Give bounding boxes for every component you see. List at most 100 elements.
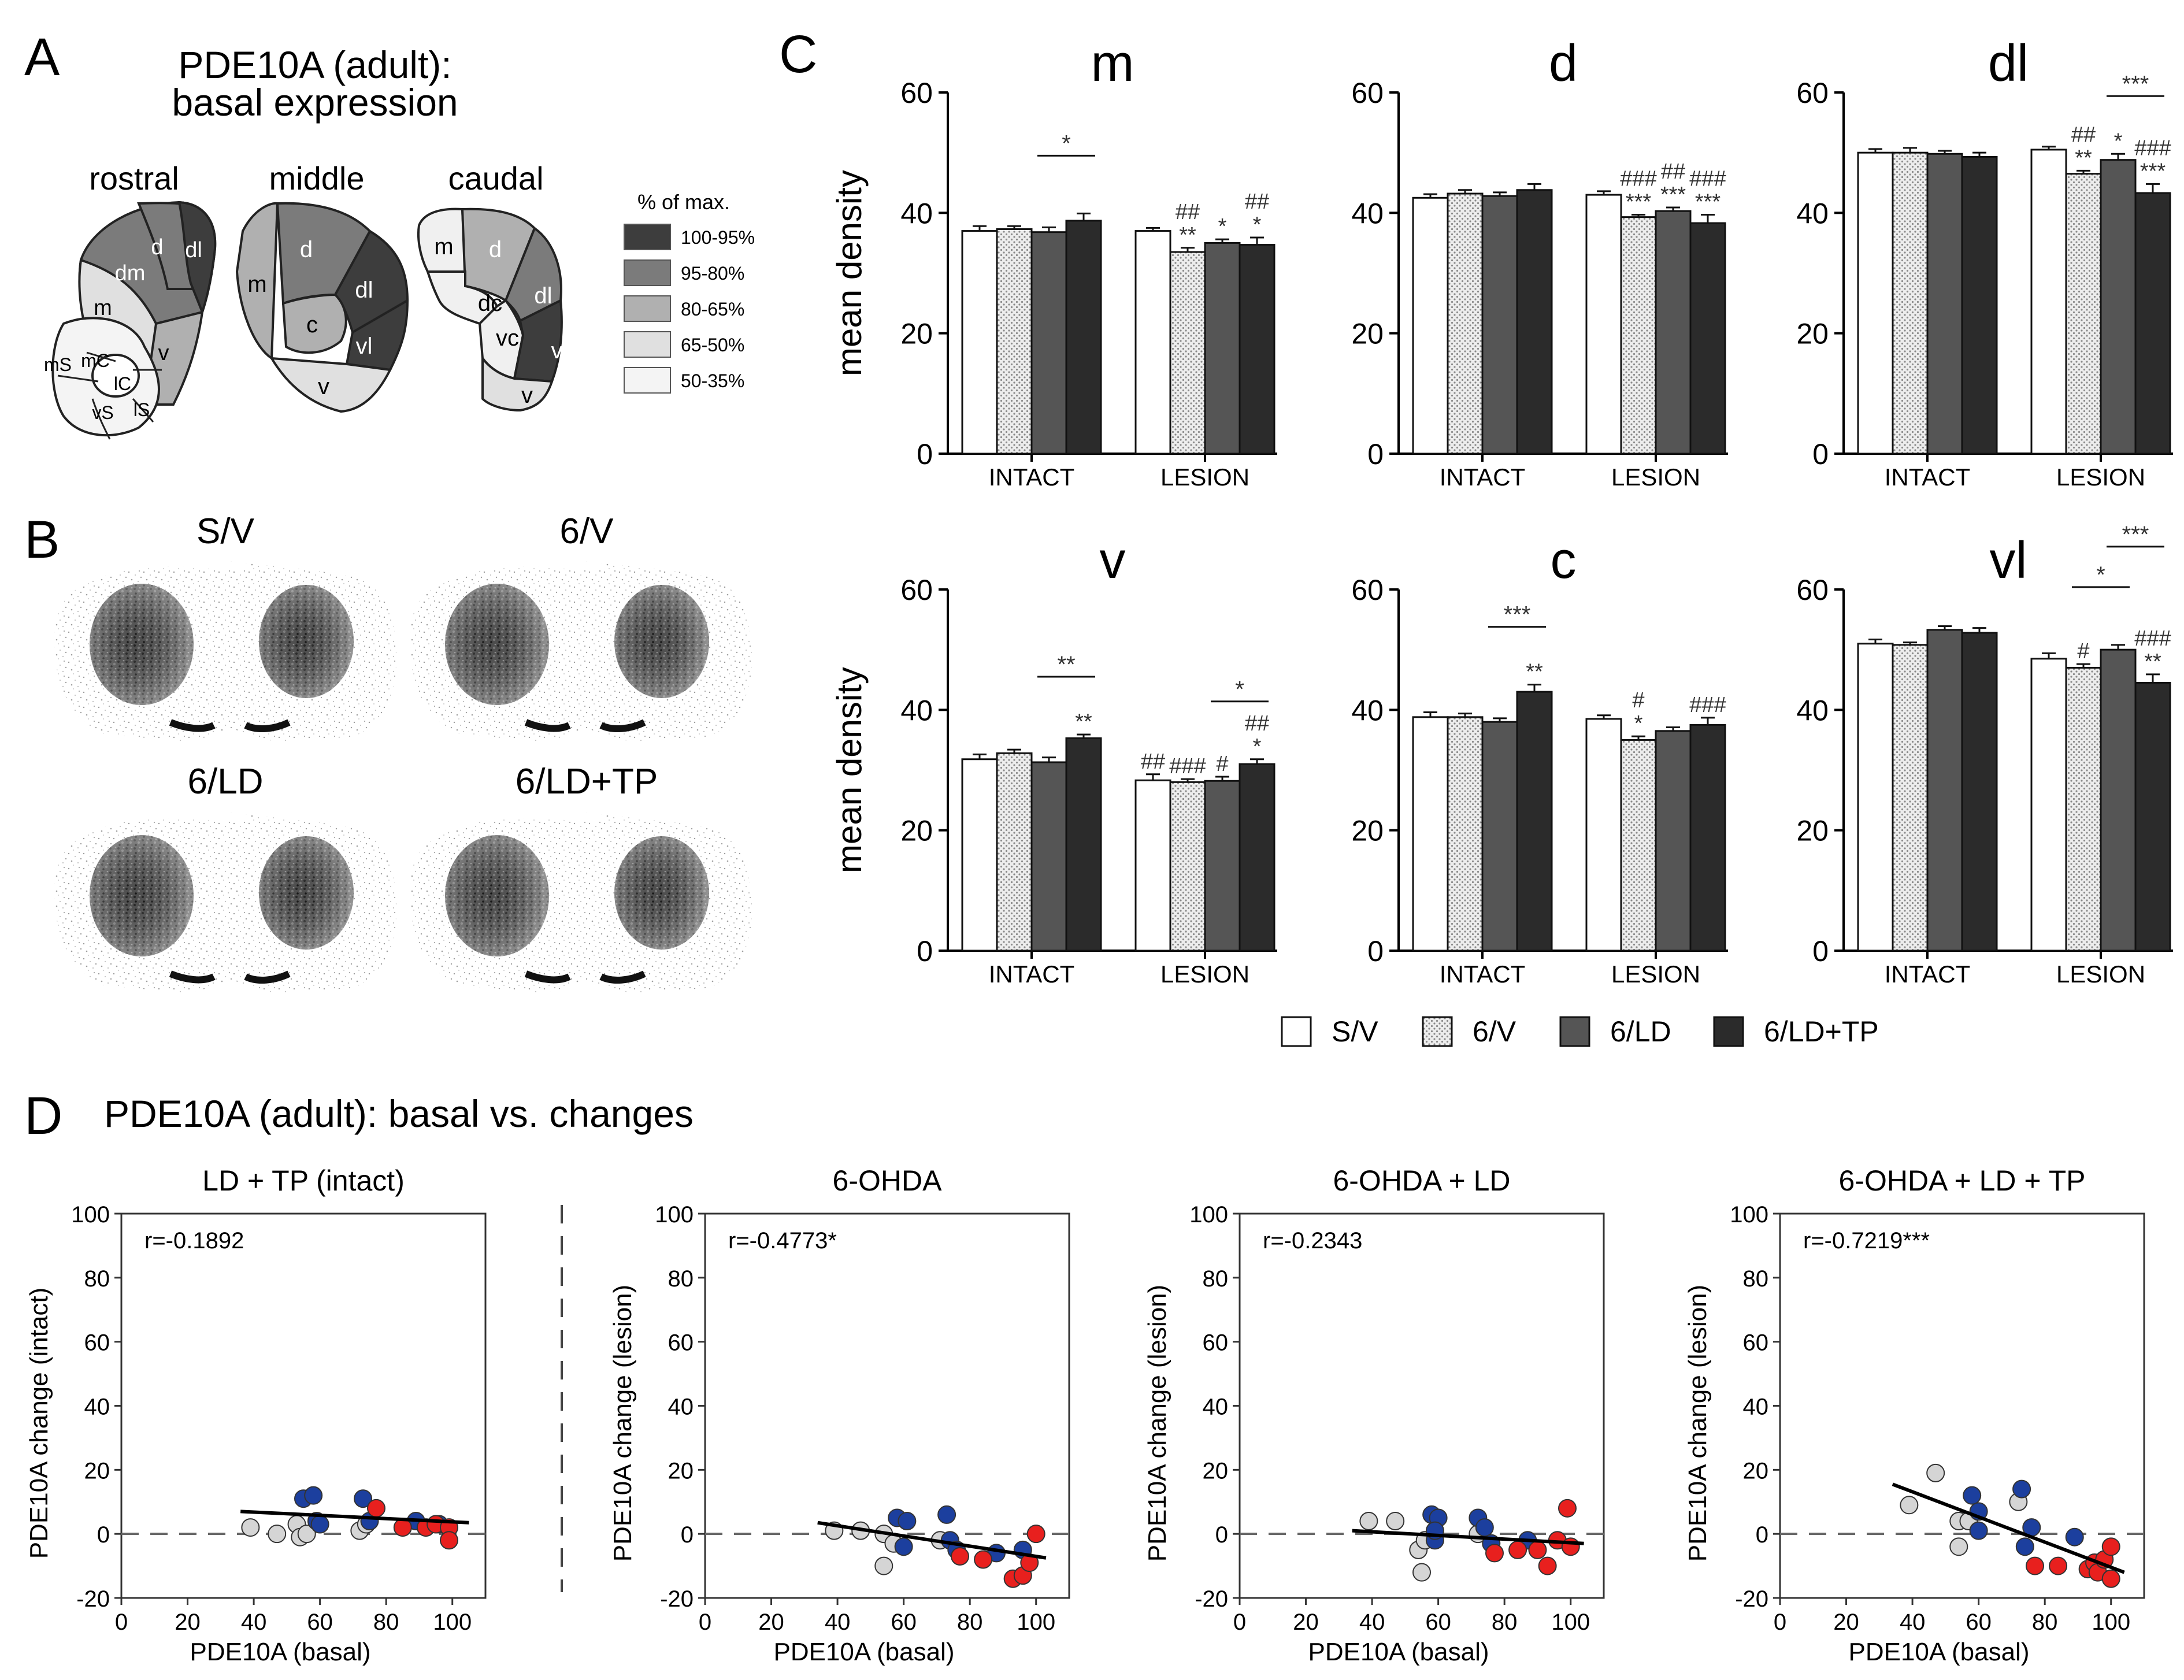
y-tick-label: 0 — [1367, 935, 1384, 967]
bar-chart-title: vl — [1990, 532, 2027, 589]
autoradiograph-0: S/V — [54, 511, 396, 741]
rostral-label-d: d — [151, 235, 163, 259]
bar-6-ld-intact — [1030, 761, 1067, 952]
panel-d-title: PDE10A (adult): basal vs. changes — [104, 1092, 694, 1135]
y-tick-label: 40 — [900, 197, 933, 229]
bar-s-v-lesion — [2030, 149, 2067, 455]
region-core — [91, 354, 140, 398]
bar-chart-title: dl — [1988, 35, 2029, 92]
x-tick-label: 40 — [825, 1609, 851, 1635]
y-tick-label: 60 — [1351, 77, 1384, 109]
x-tick-label: 0 — [115, 1609, 128, 1635]
region-m-middle — [235, 202, 279, 361]
data-point-grey — [1949, 1537, 1968, 1556]
significance-marker: ### — [1689, 166, 1726, 191]
y-tick-label: 40 — [1743, 1395, 1769, 1420]
bar-s-v-intact — [961, 230, 998, 455]
rostral-label-lc: lC — [114, 373, 131, 394]
striatum-left-shade-3 — [445, 835, 549, 956]
panel-a-letter: A — [24, 28, 60, 87]
data-point-red — [2101, 1569, 2120, 1588]
y-tick-label: 40 — [84, 1395, 110, 1420]
bar-6-ld-tp-lesion — [1689, 724, 1726, 952]
y-tick-label: 0 — [917, 935, 933, 967]
y-tick-label: 60 — [1743, 1330, 1769, 1356]
significance-bracket-label: *** — [2122, 522, 2149, 547]
y-axis-label: PDE10A change (lesion) — [1684, 1285, 1712, 1562]
bar-6-ld-tp-intact — [1065, 220, 1102, 455]
significance-marker: ## — [1141, 750, 1165, 774]
data-point-grey — [1900, 1496, 1919, 1515]
autoradiograph-1: 6/V — [409, 511, 752, 741]
regression-line — [1352, 1529, 1584, 1545]
bar-6-ld-lesion — [1204, 780, 1241, 952]
y-tick-label: 40 — [668, 1395, 694, 1420]
bar-s-v-lesion — [1134, 779, 1171, 952]
autoradiograph-3: 6/LD+TP — [409, 762, 752, 993]
panel-a-title-line1: PDE10A (adult): — [178, 43, 451, 86]
significance-bracket-label: *** — [1504, 602, 1531, 628]
middle-label-v: v — [318, 374, 329, 399]
caudal-label-dc: dc — [478, 291, 502, 316]
panel-d: D PDE10A (adult): basal vs. changes LD +… — [24, 1086, 2145, 1666]
x-tick-label: 100 — [1551, 1609, 1590, 1635]
caudal-label-vc: vc — [496, 325, 519, 351]
significance-bracket-label: *** — [2122, 71, 2149, 97]
bar-s-v-intact — [1857, 643, 1894, 952]
y-axis-label: mean density — [830, 170, 869, 376]
x-tick-label: 20 — [175, 1609, 201, 1635]
significance-marker: ## — [2071, 123, 2096, 147]
y-tick-label: 100 — [1189, 1202, 1228, 1227]
bar-legend-label-2: 6/LD — [1610, 1015, 1671, 1048]
category-label-lesion: LESION — [2056, 960, 2145, 988]
bar-6-ld-tp-lesion — [1239, 763, 1275, 952]
x-tick-label: 80 — [373, 1609, 399, 1635]
category-label-intact: INTACT — [1440, 960, 1526, 988]
data-point-red — [2049, 1556, 2068, 1575]
section-label-rostral: rostral — [89, 160, 179, 196]
striatum-left-shade-1 — [445, 584, 549, 705]
significance-marker: ** — [1075, 710, 1092, 734]
x-tick-label: 100 — [433, 1609, 472, 1635]
category-label-intact: INTACT — [1885, 960, 1971, 988]
autoradiograph-label-0: S/V — [196, 511, 255, 551]
tubercle-1 — [524, 719, 646, 732]
region-dc-caudal — [426, 270, 499, 325]
bar-6-ld-tp-intact — [1961, 632, 1998, 952]
caudal-label-dl: dl — [534, 283, 552, 309]
x-axis-label: PDE10A (basal) — [1848, 1638, 2029, 1666]
panel-c-letter: C — [779, 25, 817, 84]
y-tick-label: 60 — [1203, 1330, 1229, 1356]
x-axis-label: PDE10A (basal) — [190, 1638, 370, 1666]
bar-6-ld-tp-intact — [1065, 737, 1102, 952]
bar-s-v-lesion — [1134, 230, 1171, 455]
bar-chart-title: d — [1549, 35, 1578, 92]
category-label-lesion: LESION — [1611, 960, 1700, 988]
bar-6-ld-tp-lesion — [1239, 244, 1275, 455]
region-v-caudal — [481, 355, 554, 412]
autoradiograph-label-3: 6/LD+TP — [516, 762, 658, 802]
correlation-label: r=-0.7219*** — [1803, 1228, 1930, 1253]
category-label-intact: INTACT — [1440, 463, 1526, 491]
density-legend-swatch-0 — [624, 224, 671, 250]
data-point-blue — [1475, 1518, 1494, 1537]
data-point-blue — [304, 1486, 323, 1505]
rostral-label-v: v — [158, 341, 169, 365]
y-tick-label: -20 — [660, 1586, 694, 1612]
caudal-region-labels: m d dc dl vc vl v — [434, 234, 568, 408]
autoradiograph-label-2: 6/LD — [188, 762, 264, 802]
bar-legend-swatch-3 — [1713, 1016, 1744, 1047]
striatum-left-shade-0 — [90, 584, 194, 705]
bar-s-v-intact — [1857, 151, 1894, 455]
significance-marker: *** — [1695, 190, 1721, 214]
region-c-middle — [281, 293, 347, 354]
significance-marker: # — [2077, 639, 2089, 663]
section-label-caudal: caudal — [448, 160, 543, 196]
regression-line — [240, 1510, 469, 1525]
bar-6-v-intact — [996, 752, 1033, 952]
x-tick-label: 40 — [1359, 1609, 1385, 1635]
y-tick-label: 0 — [681, 1522, 694, 1548]
